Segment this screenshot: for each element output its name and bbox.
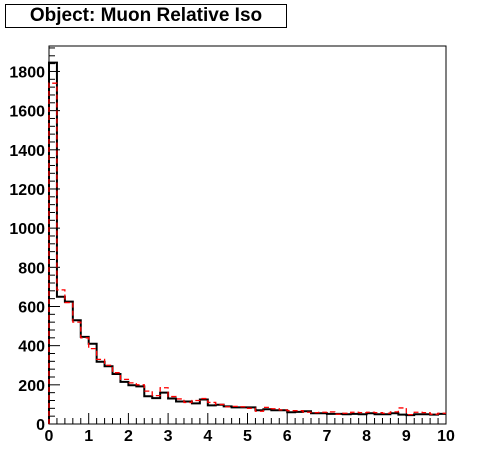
x-tick-label: 4 bbox=[203, 428, 212, 445]
y-tick-label: 800 bbox=[18, 260, 45, 277]
y-tick-label: 1400 bbox=[9, 143, 45, 160]
x-tick-label: 6 bbox=[283, 428, 292, 445]
y-tick-label: 400 bbox=[18, 339, 45, 356]
x-tick-label: 10 bbox=[437, 428, 455, 445]
x-tick-label: 9 bbox=[402, 428, 411, 445]
y-tick-label: 1200 bbox=[9, 182, 45, 199]
x-tick-label: 2 bbox=[124, 428, 133, 445]
y-tick-label: 0 bbox=[36, 417, 45, 434]
y-tick-label: 1000 bbox=[9, 221, 45, 238]
y-tick-label: 200 bbox=[18, 378, 45, 395]
chart-title: Object: Muon Relative Iso bbox=[5, 4, 287, 28]
series-layer bbox=[48, 61, 446, 424]
plot-frame bbox=[48, 45, 447, 425]
x-tick-label: 5 bbox=[243, 428, 252, 445]
x-tick-label: 1 bbox=[84, 428, 93, 445]
x-tick-label: 3 bbox=[164, 428, 173, 445]
y-tick-label: 600 bbox=[18, 299, 45, 316]
x-tick-label: 7 bbox=[322, 428, 331, 445]
y-tick-label: 1800 bbox=[9, 64, 45, 81]
histogram-series-1 bbox=[48, 82, 446, 424]
y-tick-label: 1600 bbox=[9, 104, 45, 121]
x-tick-label: 8 bbox=[362, 428, 371, 445]
plot-border bbox=[48, 45, 447, 425]
axis-ticks bbox=[48, 47, 447, 425]
tick-labels: 0 1 2 3 4 5 6 7 8 9 10 0 200 400 600 800 1000 1200 1400 160… bbox=[9, 64, 455, 445]
x-tick-label: 0 bbox=[45, 428, 54, 445]
histogram-series-0 bbox=[48, 61, 446, 424]
